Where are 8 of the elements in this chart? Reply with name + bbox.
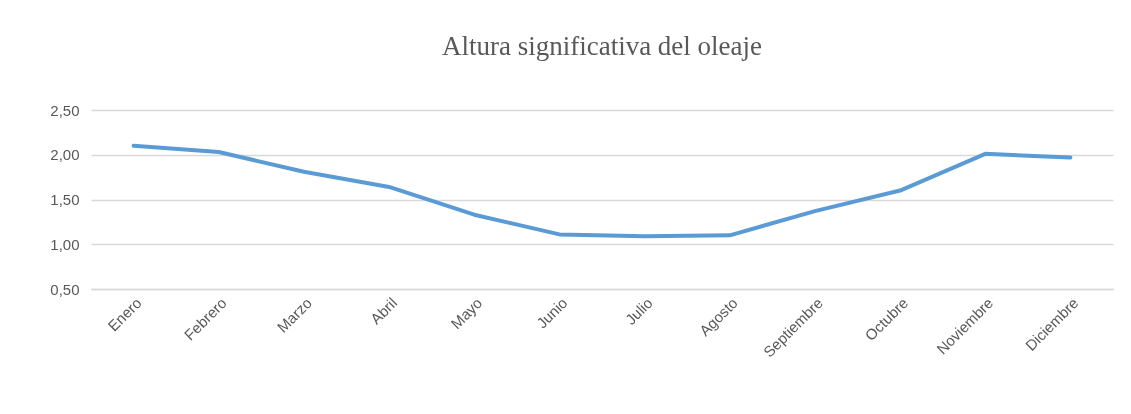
y-tick-label: 1,50	[50, 191, 80, 208]
y-tick-label: 0,50	[50, 280, 80, 298]
x-tick-label: Julio	[621, 294, 656, 328]
y-tick-label: 2,50	[50, 101, 80, 119]
line-series	[131, 143, 1073, 239]
y-tick-label: 2,00	[50, 146, 80, 164]
y-tick-label: 1,00	[50, 235, 80, 253]
chart-title: Altura significativa del oleaje	[441, 31, 763, 61]
